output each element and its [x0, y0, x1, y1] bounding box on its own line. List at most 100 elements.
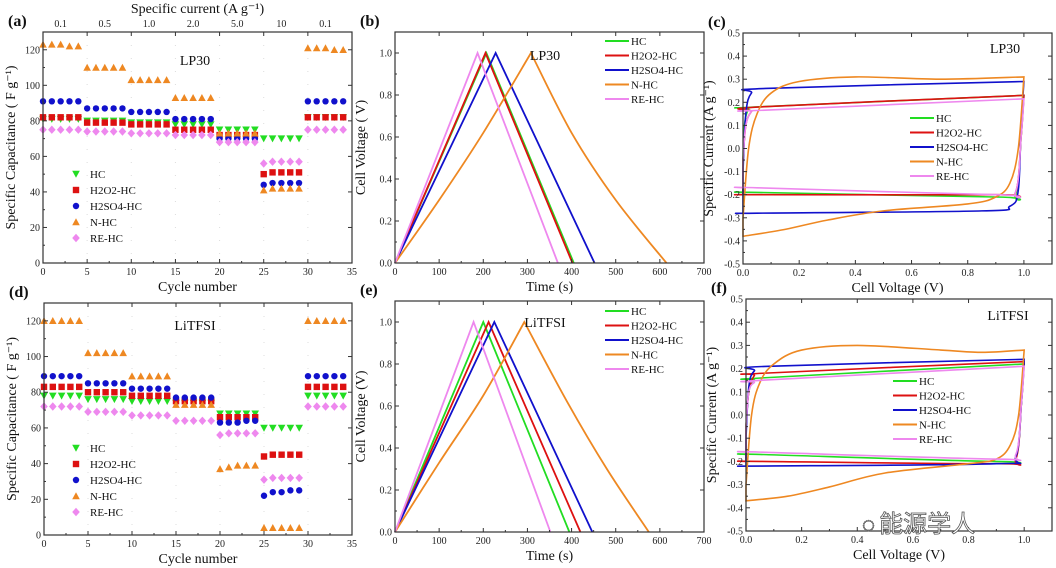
- panel-label: (e): [360, 282, 378, 299]
- data-point: [243, 417, 250, 424]
- y-tick-label: 120: [26, 316, 41, 327]
- y-tick-label: 0.5: [731, 295, 744, 306]
- y-tick-label: 0: [35, 259, 40, 270]
- legend-label: HC: [919, 376, 934, 388]
- data-point: [242, 129, 250, 137]
- data-point: [65, 42, 74, 50]
- data-point: [119, 396, 127, 404]
- data-point: [75, 114, 82, 121]
- x-tick-label: 600: [652, 267, 667, 278]
- data-point: [101, 407, 110, 417]
- data-point: [296, 487, 303, 494]
- data-point: [84, 407, 92, 417]
- data-point: [48, 125, 56, 134]
- data-point: [215, 137, 224, 147]
- x-axis-label: Time (s): [526, 549, 574, 564]
- data-point: [321, 392, 330, 400]
- data-point: [330, 125, 339, 134]
- data-point: [198, 126, 206, 133]
- series-line-H2O2-HC: [394, 319, 582, 533]
- series-N-HC: [39, 40, 347, 194]
- data-point: [233, 461, 242, 469]
- legend-marker: [72, 202, 80, 210]
- data-point: [101, 127, 109, 136]
- data-point: [128, 121, 135, 128]
- y-tick-label: 0.4: [728, 52, 741, 63]
- data-point: [313, 383, 320, 391]
- x-axis-label: Cell Voltage (V): [851, 281, 943, 296]
- y-tick-label: 0.3: [728, 75, 741, 86]
- legend: HC H2O2-HC H2SO4-HC N-HC RE-HC: [605, 36, 683, 106]
- series-line-N-HC: [745, 344, 1026, 502]
- data-point: [268, 184, 277, 192]
- data-point: [110, 349, 119, 357]
- data-point: [66, 114, 73, 121]
- y-tick-label: 0.4: [380, 175, 393, 186]
- series-line-RE-HC: [736, 365, 1026, 462]
- data-point: [162, 129, 171, 138]
- data-point: [225, 419, 232, 426]
- data-point: [287, 179, 294, 187]
- data-point: [207, 416, 215, 425]
- data-point: [153, 76, 162, 84]
- data-point: [93, 349, 101, 357]
- data-point: [145, 372, 154, 380]
- y-tick-label: 0.5: [728, 29, 741, 40]
- data-point: [92, 105, 100, 112]
- electrolyte-annotation: LP30: [530, 49, 560, 64]
- data-point: [146, 392, 153, 399]
- data-point: [259, 159, 268, 168]
- data-point: [48, 114, 56, 121]
- data-point: [57, 98, 64, 105]
- data-point: [321, 44, 330, 52]
- data-point: [208, 394, 215, 401]
- data-point: [322, 98, 329, 105]
- y-tick-label: 0.6: [380, 133, 393, 144]
- x-tick-label: 0.4: [849, 268, 862, 279]
- data-point: [251, 410, 259, 418]
- series-line-H2SO4-HC: [394, 319, 594, 533]
- legend-label: H2SO4-HC: [631, 65, 683, 77]
- data-point: [67, 383, 74, 391]
- legend-label: N-HC: [90, 217, 117, 229]
- data-point: [127, 129, 136, 138]
- data-point: [278, 179, 285, 187]
- wechat-icon: ◌: [862, 512, 876, 538]
- data-point: [269, 524, 277, 532]
- data-point: [75, 392, 83, 400]
- legend: HC H2O2-HC H2SO4-HC N-HC RE-HC: [72, 443, 142, 519]
- data-point: [269, 179, 276, 187]
- x-tick-label: 300: [520, 536, 535, 547]
- y-tick-label: 100: [26, 352, 41, 363]
- panel-e: 0 100 200 300 400 500 600 700 0.0 0.2 0.4 0.6 0.8 1.0…: [354, 282, 712, 564]
- y-tick-label: 0.0: [380, 528, 393, 539]
- data-point: [56, 40, 65, 48]
- data-point: [286, 424, 295, 432]
- data-point: [277, 135, 286, 143]
- x-tick-label: 20: [215, 539, 225, 550]
- data-point: [136, 108, 144, 116]
- data-point: [102, 380, 109, 387]
- data-point: [93, 389, 100, 396]
- series-H2O2-HC: [39, 114, 347, 178]
- data-point: [269, 424, 277, 432]
- x-tick-label: 0.6: [907, 535, 920, 546]
- x-axis-label: Cycle number: [159, 552, 238, 567]
- legend-label: N-HC: [936, 157, 963, 169]
- data-point: [189, 130, 197, 140]
- legend: HC H2O2-HC H2SO4-HC N-HC RE-HC: [893, 376, 971, 446]
- data-point: [75, 317, 83, 325]
- data-point: [304, 383, 312, 391]
- data-point: [304, 317, 312, 325]
- x-tick-label: 0.2: [793, 268, 806, 279]
- data-point: [242, 410, 251, 418]
- x-tick-label: 0.0: [740, 535, 753, 546]
- legend-marker: [72, 170, 80, 178]
- y-tick-label: 0.0: [731, 411, 744, 422]
- data-point: [287, 487, 294, 494]
- data-point: [277, 524, 286, 532]
- x-tick-label: 5: [86, 539, 91, 550]
- data-point: [277, 424, 286, 432]
- legend-label: N-HC: [631, 350, 658, 362]
- data-point: [321, 402, 330, 411]
